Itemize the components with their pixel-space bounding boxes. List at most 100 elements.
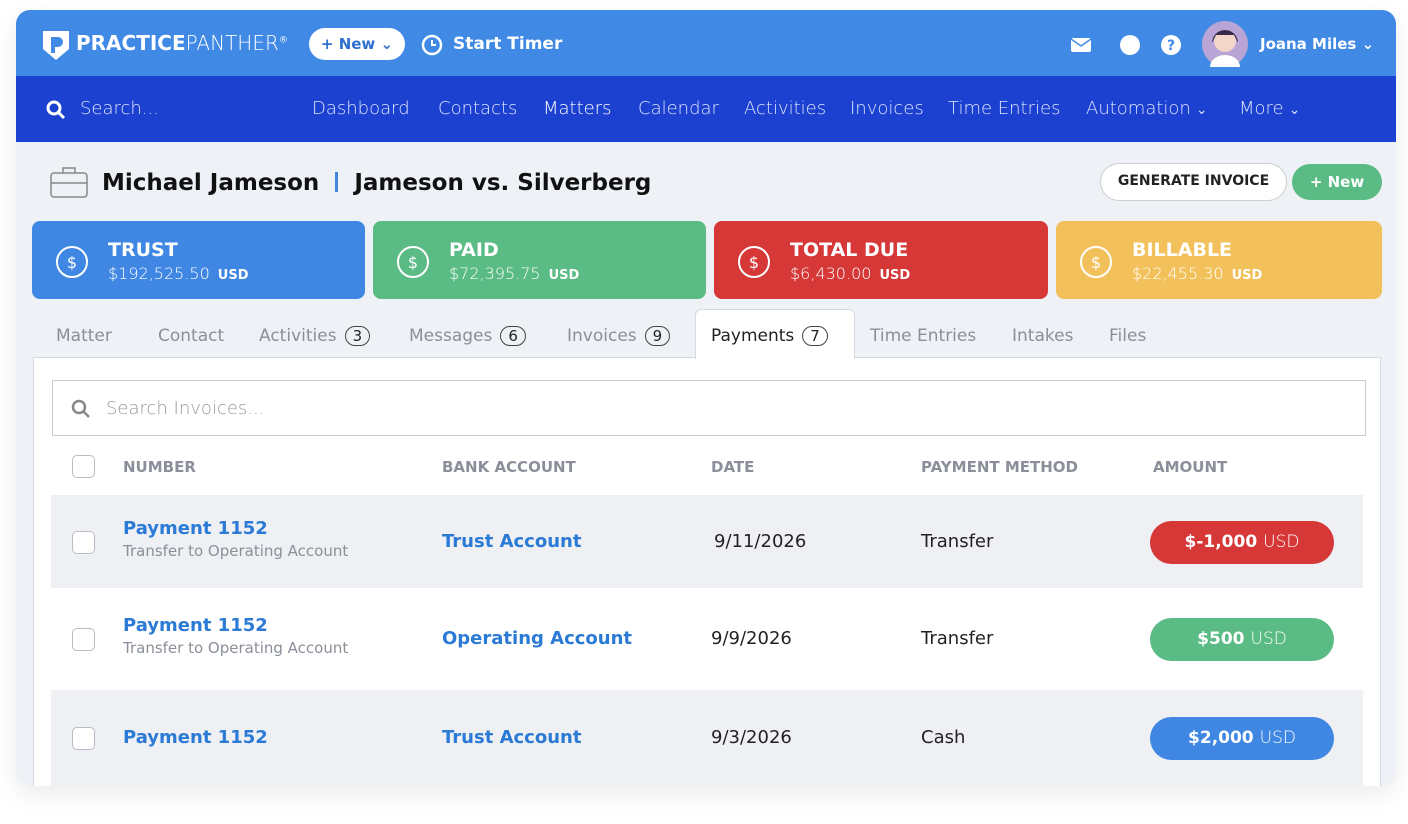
tab[interactable]: Activities 3 <box>259 326 371 346</box>
card-icon: $ <box>738 246 770 278</box>
nav-item-label: Time Entries <box>948 98 1061 119</box>
nav-item[interactable]: More ⌄ <box>1239 98 1300 119</box>
brand-light: PANTHER <box>185 31 279 55</box>
amount-pill: $2,000 USD <box>1150 717 1334 760</box>
nav-item[interactable]: Automation ⌄ <box>1086 98 1208 119</box>
column-header: BANK ACCOUNT <box>442 458 576 476</box>
search-icon <box>46 100 66 120</box>
payment-note: Transfer to Operating Account <box>123 639 349 657</box>
tab[interactable]: Time Entries <box>870 326 976 346</box>
nav-item-label: Dashboard <box>312 98 410 119</box>
header-icons: ? <box>1070 35 1181 55</box>
summary-card[interactable]: $ TOTAL DUE $6,430.00 USD <box>714 221 1048 299</box>
matter-name: Jameson vs. Silverberg <box>354 170 652 196</box>
user-name[interactable]: Joana Miles ⌄ <box>1260 35 1375 53</box>
tab[interactable]: Contact <box>158 326 224 346</box>
card-amount: $22,455.30 USD <box>1132 264 1262 283</box>
bank-account[interactable]: Trust Account <box>442 727 582 748</box>
card-label: TOTAL DUE <box>790 239 909 261</box>
tab-label: Files <box>1109 326 1147 346</box>
matter-title: Michael Jameson Jameson vs. Silverberg <box>102 170 651 196</box>
payment-number[interactable]: Payment 1152 <box>123 727 268 748</box>
card-label: BILLABLE <box>1132 239 1233 261</box>
card-icon: $ <box>1080 246 1112 278</box>
card-label: PAID <box>449 239 499 261</box>
column-header: AMOUNT <box>1153 458 1228 476</box>
svg-text:$: $ <box>749 253 759 272</box>
app: PRACTICEPANTHER® + New ⌄ Start Timer ? J… <box>16 10 1396 786</box>
nav-item[interactable]: Time Entries <box>948 98 1060 119</box>
column-header: NUMBER <box>123 458 196 476</box>
top-bar: PRACTICEPANTHER® + New ⌄ Start Timer ? J… <box>16 10 1396 76</box>
tab-label: Invoices <box>567 326 637 346</box>
summary-card[interactable]: $ TRUST $192,525.50 USD <box>32 221 365 299</box>
card-amount-value: $192,525.50 <box>108 264 210 283</box>
invoice-search-placeholder: Search Invoices... <box>106 398 265 419</box>
new-button[interactable]: + New ⌄ <box>309 28 405 60</box>
row-checkbox[interactable] <box>72 727 95 750</box>
start-timer[interactable]: Start Timer <box>453 34 563 54</box>
nav-item-label: Matters <box>543 98 612 119</box>
card-amount-value: $22,455.30 <box>1132 264 1224 283</box>
nav-item[interactable]: Dashboard <box>312 98 410 119</box>
timer-icon <box>421 34 443 56</box>
tab[interactable]: Payments 7 <box>711 326 828 346</box>
tab[interactable]: Matter <box>56 326 112 346</box>
tab-label: Time Entries <box>870 326 977 346</box>
tab-label: Messages <box>409 326 493 346</box>
nav-item-label: Activities <box>744 98 827 119</box>
nav-item[interactable]: Contacts <box>438 98 517 119</box>
table-row: Payment 1152 Trust Account 9/3/2026 Cash $2,… <box>51 690 1363 786</box>
nav-item-label: Invoices <box>850 98 924 119</box>
nav-item[interactable]: Calendar <box>638 98 719 119</box>
tab-label: Contact <box>158 326 225 346</box>
card-currency: USD <box>1231 268 1263 283</box>
tab-label: Intakes <box>1012 326 1074 346</box>
nav-search[interactable]: Search... <box>80 98 160 119</box>
amount-currency: USD <box>1259 728 1296 748</box>
tab-label: Payments <box>711 326 795 346</box>
card-amount: $72,395.75 USD <box>449 264 579 283</box>
amount-value: $-1,000 <box>1184 531 1258 552</box>
matter-icon <box>50 167 88 198</box>
tab[interactable]: Invoices 9 <box>567 326 671 346</box>
summary-card[interactable]: $ BILLABLE $22,455.30 USD <box>1056 221 1382 299</box>
payment-number[interactable]: Payment 1152 <box>123 517 268 539</box>
amount-pill: $-1,000 USD <box>1150 520 1334 564</box>
active-tab-box <box>695 309 855 359</box>
invoice-search[interactable]: Search Invoices... <box>52 380 1366 436</box>
brand-bold: PRACTICE <box>76 31 186 55</box>
tab[interactable]: Files <box>1109 326 1146 346</box>
payment-note: Transfer to Operating Account <box>123 541 349 560</box>
row-checkbox[interactable] <box>72 530 95 554</box>
summary-card[interactable]: $ PAID $72,395.75 USD <box>373 221 706 299</box>
tab[interactable]: Messages 6 <box>409 326 526 346</box>
card-icon: $ <box>56 246 88 278</box>
nav-chevron: ⌄ <box>1195 102 1208 118</box>
tab-count: 7 <box>802 326 828 346</box>
card-amount-value: $72,395.75 <box>449 264 541 283</box>
nav-item[interactable]: Activities <box>744 98 826 119</box>
bank-account[interactable]: Trust Account <box>442 530 582 552</box>
search-icon <box>71 399 90 418</box>
payment-number[interactable]: Payment 1152 <box>123 615 268 636</box>
generate-invoice-button[interactable]: GENERATE INVOICE <box>1100 163 1287 201</box>
bank-account[interactable]: Operating Account <box>442 628 633 649</box>
row-checkbox[interactable] <box>72 628 95 651</box>
card-amount: $192,525.50 USD <box>108 264 249 283</box>
payment-date: 9/11/2026 <box>714 530 807 552</box>
table-row: Payment 1152 Transfer to Operating Accoun… <box>51 495 1363 588</box>
nav-item[interactable]: Invoices <box>850 98 924 119</box>
tab[interactable]: Intakes <box>1012 326 1073 346</box>
payment-method: Transfer <box>921 530 994 552</box>
nav-item-label: More <box>1239 98 1284 119</box>
svg-text:$: $ <box>1091 253 1101 272</box>
new-action-button[interactable]: + New <box>1292 164 1382 200</box>
new-button-label: + New <box>320 35 376 53</box>
select-all-checkbox[interactable] <box>72 455 95 478</box>
column-header: PAYMENT METHOD <box>921 458 1078 476</box>
nav-item[interactable]: Matters <box>543 98 612 119</box>
card-label: TRUST <box>108 239 178 261</box>
table-row: Payment 1152 Transfer to Operating Accoun… <box>51 588 1363 690</box>
amount-currency: USD <box>1250 629 1287 649</box>
